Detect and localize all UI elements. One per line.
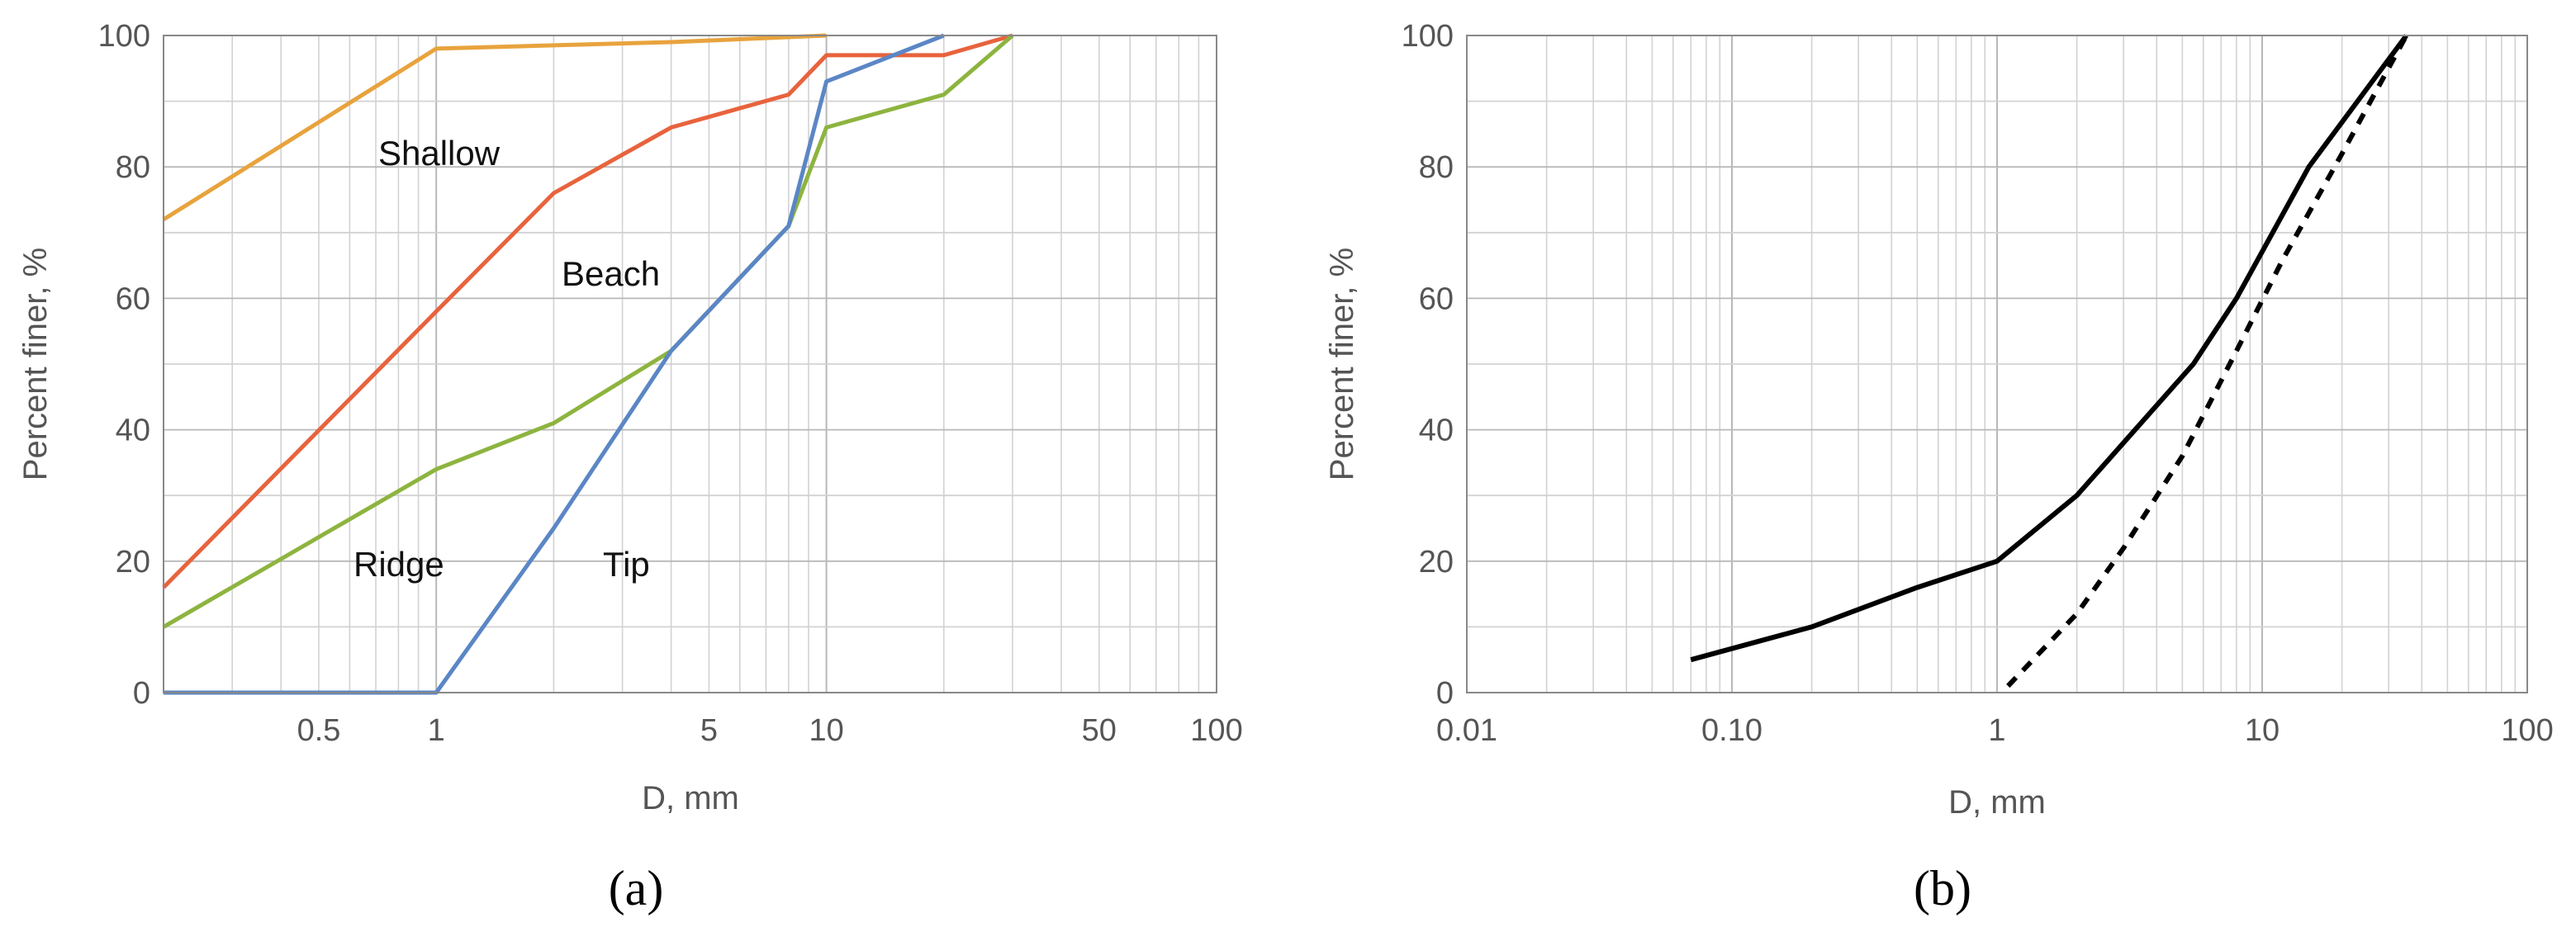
x-tick-label: 5 [700, 713, 718, 748]
x-tick-label: 10 [2245, 713, 2279, 748]
y-axis-label-panel-b: Percent finer, % [1324, 248, 1360, 480]
y-axis-label-panel-a: Percent finer, % [17, 248, 54, 480]
x-tick-labels-panel-b: 0.01 0.10 1 10 100 [1436, 713, 2554, 748]
x-axis-label-panel-b: D, mm [1948, 784, 2046, 821]
y-tick-label: 20 [116, 545, 150, 580]
x-tick-label: 100 [1190, 713, 1242, 748]
panel-label-b: (b) [1914, 861, 1971, 915]
y-tick-labels-panel-a: 0 20 40 60 80 100 [98, 19, 150, 711]
y-tick-label: 40 [116, 414, 150, 448]
x-tick-label: 50 [1082, 713, 1117, 748]
x-tick-labels-panel-a: 0.5 1 5 10 50 100 [297, 713, 1243, 748]
x-axis-label-panel-a: D, mm [642, 780, 739, 816]
series-label-ridge: Ridge [353, 545, 444, 584]
y-tick-label: 60 [1419, 281, 1454, 316]
series-line-solid-curve [1690, 34, 2409, 663]
x-tick-label: 1 [428, 713, 445, 748]
y-tick-label: 80 [1419, 150, 1454, 185]
grid-panel-a [163, 35, 1217, 693]
y-tick-label: 20 [1419, 545, 1454, 580]
y-tick-label: 60 [116, 281, 150, 316]
x-tick-label: 100 [2501, 713, 2553, 748]
series-label-shallow: Shallow [378, 134, 500, 173]
x-tick-label: 1 [1988, 713, 2005, 748]
y-tick-label: 100 [1402, 19, 1454, 54]
y-tick-label: 100 [98, 19, 150, 54]
y-tick-label: 40 [1419, 414, 1454, 448]
series-group-panel-b [1690, 34, 2409, 688]
series-line-shallow [162, 33, 827, 222]
series-line-ridge [162, 34, 1014, 629]
chart-panel-b: 0.01 0.10 1 10 100 0 20 40 60 80 100 D, mm Percen… [1324, 19, 2554, 915]
panel-label-a: (a) [609, 861, 664, 915]
series-label-beach: Beach [562, 254, 660, 293]
x-tick-label: 0.10 [1701, 713, 1762, 748]
plot-frame-panel-a [163, 35, 1217, 693]
grid-panel-b [1466, 35, 2528, 693]
y-tick-labels-panel-b: 0 20 40 60 80 100 [1402, 19, 1454, 711]
series-label-tip: Tip [603, 545, 650, 584]
series-line-beach [162, 33, 1013, 589]
y-tick-label: 0 [1436, 676, 1454, 711]
x-tick-label: 10 [809, 713, 843, 748]
x-tick-label: 0.5 [297, 713, 341, 748]
y-tick-label: 80 [116, 150, 150, 185]
x-tick-label: 0.01 [1436, 713, 1497, 748]
y-tick-label: 0 [133, 676, 150, 711]
plot-frame-panel-b [1466, 35, 2528, 693]
chart-panel-a: 0.5 1 5 10 50 100 0 20 40 60 80 100 D, mm Percent … [17, 19, 1243, 915]
series-line-dashed-curve [2006, 34, 2409, 688]
